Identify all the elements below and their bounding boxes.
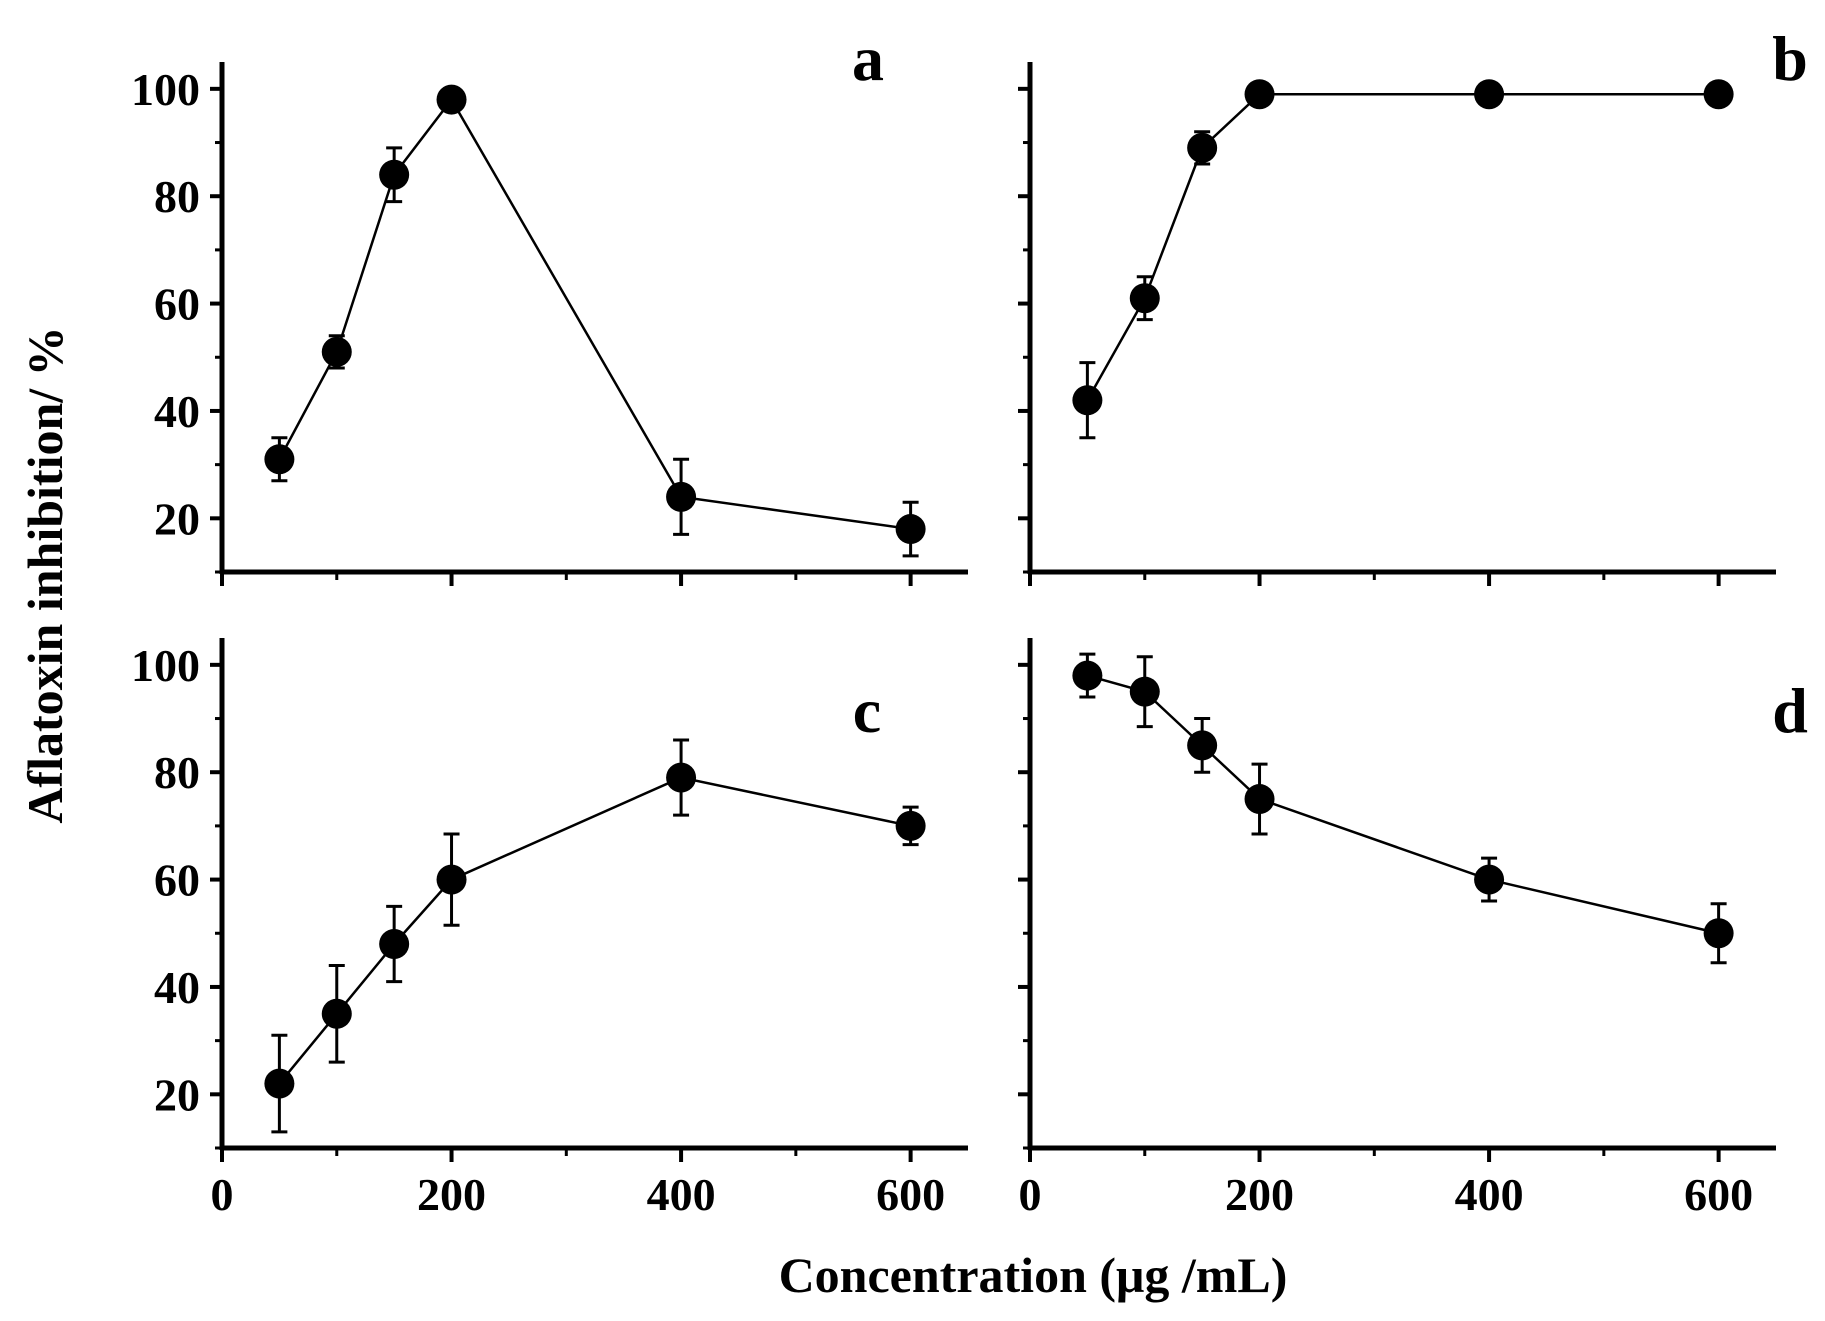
panel-a-data-point [666, 481, 697, 512]
panel-a-data-point [379, 159, 410, 190]
panel-a: 20 40 60 80 100 a [131, 23, 968, 586]
panel-d-label: d [1772, 675, 1808, 746]
panel-c: 20 40 60 80 100 0 200 400 600 c [131, 638, 968, 1220]
panel-a-y-tick-label: 40 [154, 386, 200, 437]
panels: 20 40 60 80 100 a b 20 40 60 80 100 0 200 400 600 c 0 200 4… [131, 23, 1808, 1220]
panel-c-y-tick-label: 80 [154, 747, 200, 798]
panel-d-data-point [1244, 784, 1275, 815]
panel-b-series-line [1086, 92, 1719, 401]
panel-d-data-point [1187, 730, 1218, 761]
panel-b-label: b [1772, 23, 1808, 94]
panel-d-data-point [1703, 918, 1734, 949]
panel-a-y-tick-label: 60 [154, 279, 200, 330]
panel-d-x-tick-label: 600 [1684, 1169, 1753, 1220]
panel-c-data-point [666, 762, 697, 793]
panel-b-data-point [1474, 79, 1505, 110]
panel-b-data-point [1703, 79, 1734, 110]
panel-d-data-point [1474, 864, 1505, 895]
x-axis-title: Concentration (μg /mL) [779, 1247, 1288, 1303]
panel-c-y-tick-label: 60 [154, 855, 200, 906]
panel-c-y-tick-label: 100 [131, 640, 200, 691]
panel-a-data-point [264, 444, 295, 475]
panel-a-data-point [436, 84, 467, 115]
panel-a-y-tick-label: 100 [131, 64, 200, 115]
panel-c-data-point [379, 929, 410, 959]
panel-d-x-tick-label: 200 [1225, 1169, 1294, 1220]
panel-d-data-point [1129, 676, 1160, 707]
panel-c-x-tick-label: 600 [876, 1169, 945, 1220]
panel-b-data-point [1072, 385, 1103, 416]
panel-c-x-tick-label: 400 [647, 1169, 716, 1220]
panel-b: b [1018, 23, 1808, 586]
panel-a-label: a [852, 23, 884, 94]
panel-c-y-tick-label: 20 [154, 1069, 200, 1120]
panel-c-x-tick-label: 0 [211, 1169, 234, 1220]
panel-b-data-point [1129, 283, 1160, 314]
panel-d-data-point [1072, 660, 1103, 691]
panel-a-data-point [321, 336, 352, 367]
panel-a-y-tick-label: 80 [154, 171, 200, 222]
panel-a-series-line [278, 97, 911, 531]
panel-b-data-point [1244, 79, 1275, 110]
panel-a-data-point [895, 514, 926, 545]
panel-c-data-point [264, 1068, 295, 1099]
panel-c-y-tick-label: 40 [154, 962, 200, 1013]
panel-d-x-tick-label: 400 [1455, 1169, 1524, 1220]
panel-c-label: c [853, 675, 881, 746]
panel-c-data-point [436, 864, 467, 895]
panel-d: 0 200 400 600 d [1018, 638, 1808, 1220]
panel-d-x-tick-label: 0 [1019, 1169, 1042, 1220]
y-axis-title: Aflatoxin inhibition/ % [17, 326, 73, 823]
panel-c-series-line [278, 776, 911, 1085]
panel-c-x-tick-label: 200 [417, 1169, 486, 1220]
panel-a-y-tick-label: 20 [154, 493, 200, 544]
panel-c-data-point [895, 810, 926, 841]
panel-c-data-point [321, 998, 352, 1029]
panel-b-data-point [1187, 132, 1218, 163]
